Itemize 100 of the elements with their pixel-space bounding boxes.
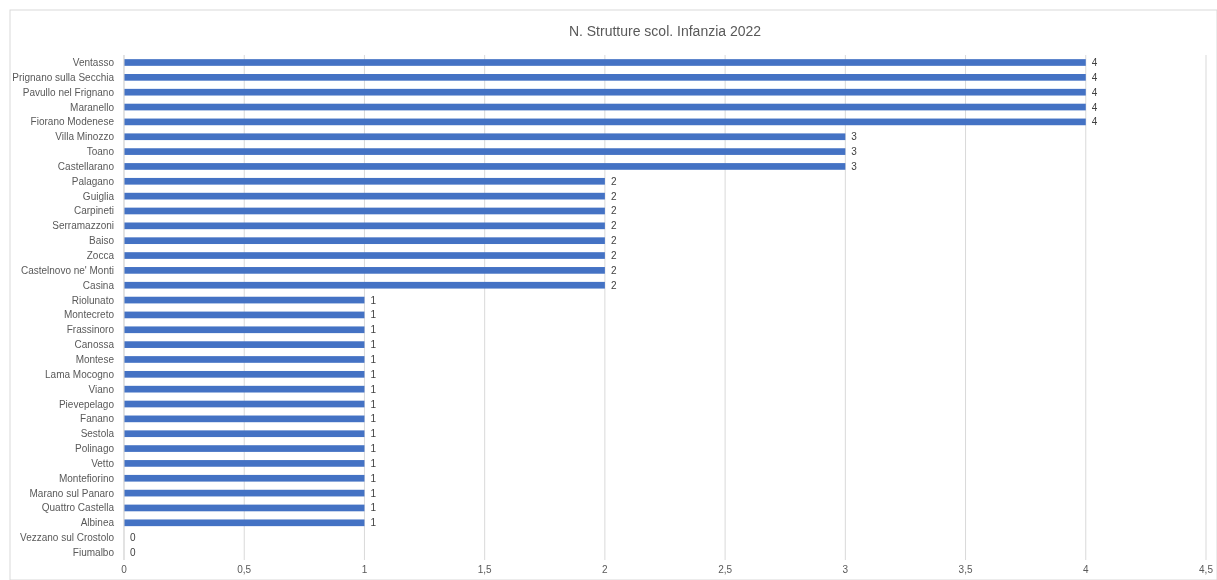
data-label: 4 [1091, 71, 1098, 83]
data-label: 1 [370, 353, 377, 365]
data-label: 3 [851, 131, 858, 143]
y-tick-label: Quattro Castella [41, 502, 115, 514]
x-tick-label: 2,5 [718, 564, 733, 575]
bar [124, 163, 846, 170]
y-tick-label: Polinago [75, 443, 115, 455]
data-label: 1 [370, 428, 377, 440]
y-tick-label: Guiglia [82, 190, 115, 202]
data-label: 1 [370, 517, 377, 529]
y-tick-label: Montese [75, 353, 115, 365]
x-tick-label: 3,5 [958, 564, 973, 575]
data-label: 1 [370, 457, 377, 469]
data-label: 1 [370, 309, 377, 321]
data-label: 1 [370, 368, 377, 380]
y-tick-label: Castellarano [57, 160, 115, 172]
bar [124, 237, 605, 245]
y-tick-label: Pievepelago [58, 398, 115, 410]
bar [124, 445, 365, 452]
bar [124, 118, 1086, 126]
data-label: 1 [370, 472, 377, 484]
bar [124, 252, 605, 259]
bar [124, 460, 365, 467]
x-tick-label: 3 [842, 564, 849, 575]
bar [124, 103, 1086, 111]
y-tick-label: Castelnovo ne' Monti [20, 264, 114, 276]
y-tick-label: Albinea [80, 517, 115, 529]
x-tick-label: 1 [361, 564, 368, 575]
y-tick-label: Palagano [71, 175, 115, 187]
bar [124, 59, 1086, 66]
x-tick-label: 4 [1083, 564, 1089, 575]
y-tick-label: Montecreto [63, 309, 115, 321]
y-tick-label: Casina [82, 279, 115, 291]
data-label: 0 [130, 547, 136, 558]
bar [124, 74, 1086, 81]
y-tick-label: Frassinoro [66, 324, 115, 336]
x-tick-label: 2 [602, 564, 609, 575]
data-label: 1 [370, 398, 377, 410]
bar [124, 326, 365, 334]
data-label: 1 [370, 502, 377, 514]
data-label: 0 [130, 532, 136, 544]
data-label: 2 [610, 264, 617, 276]
y-tick-label: Fiorano Modenese [30, 116, 115, 128]
data-label: 4 [1091, 57, 1098, 68]
data-label: 2 [610, 235, 617, 247]
y-tick-label: Toano [86, 146, 115, 158]
x-tick-label: 0,5 [237, 564, 252, 575]
data-label: 3 [851, 146, 858, 158]
y-tick-label: Carpineti [73, 205, 114, 217]
y-tick-label: Montefiorino [58, 472, 115, 484]
bar [124, 356, 365, 363]
y-tick-label: Villa Minozzo [55, 131, 115, 143]
bar [124, 148, 846, 155]
data-label: 2 [610, 279, 617, 291]
y-tick-label: Fiumalbo [72, 547, 115, 558]
bar [124, 519, 365, 527]
bar [124, 267, 605, 274]
data-label: 2 [610, 175, 617, 187]
y-tick-label: Viano [88, 383, 115, 395]
y-tick-label: Vezzano sul Crostolo [20, 532, 115, 544]
data-label: 4 [1091, 86, 1098, 98]
y-tick-label: Canossa [74, 339, 115, 351]
bar [124, 88, 1086, 96]
data-label: 3 [851, 160, 858, 172]
bar [124, 430, 365, 438]
data-label: 2 [610, 250, 617, 262]
data-label: 2 [610, 220, 617, 232]
bar [124, 474, 365, 482]
y-tick-label: Prignano sulla Secchia [12, 71, 115, 83]
data-label: 1 [370, 413, 377, 425]
y-tick-label: Pavullo nel Frignano [22, 86, 115, 98]
data-label: 1 [370, 487, 377, 499]
y-tick-label: Sestola [80, 428, 115, 440]
data-label: 1 [370, 324, 377, 336]
data-label: 1 [370, 443, 377, 455]
y-tick-label: Baiso [88, 235, 115, 247]
bar [124, 222, 605, 230]
x-tick-label: 1,5 [477, 564, 493, 575]
data-label: 4 [1091, 116, 1098, 128]
y-tick-label: Riolunato [71, 294, 115, 306]
chart-title: N. Strutture scol. Infanzia 2022 [568, 22, 762, 39]
bar [124, 207, 605, 215]
y-tick-label: Marano sul Panaro [29, 487, 115, 499]
bar [124, 133, 846, 141]
bar [124, 385, 365, 393]
y-tick-label: Zocca [86, 250, 115, 262]
bar [124, 177, 605, 185]
bar [124, 281, 605, 289]
data-label: 4 [1091, 101, 1098, 113]
y-tick-label: Serramazzoni [52, 220, 114, 232]
data-label: 1 [370, 294, 377, 306]
y-tick-label: Lama Mocogno [45, 368, 115, 380]
y-tick-label: Maranello [70, 101, 115, 113]
bar [124, 192, 605, 200]
data-label: 2 [610, 205, 617, 217]
data-label: 1 [370, 383, 377, 395]
bar [124, 370, 365, 378]
data-label: 2 [610, 190, 617, 202]
y-tick-label: Ventasso [72, 57, 115, 68]
x-tick-label: 4,5 [1199, 564, 1214, 575]
